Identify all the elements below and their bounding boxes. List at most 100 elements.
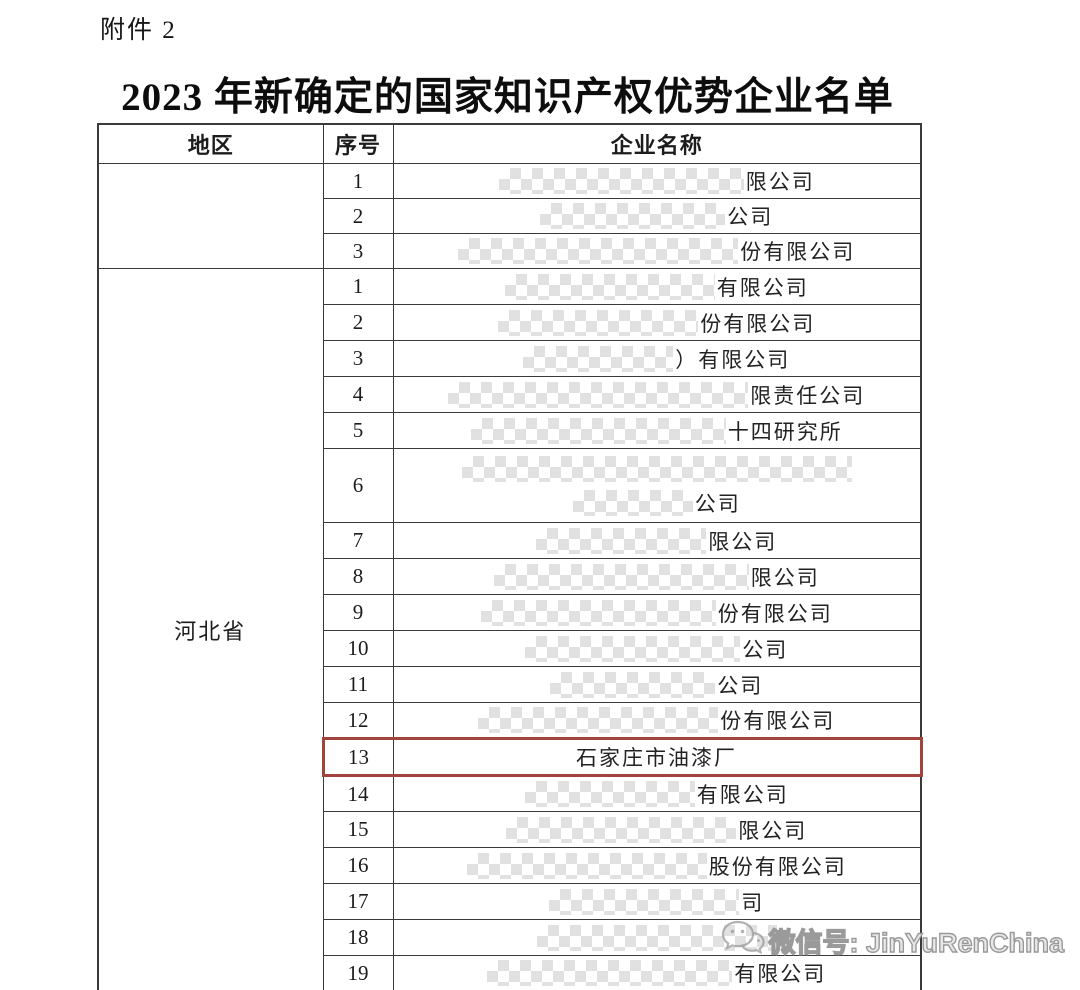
- company-name-suffix: 份有限公司: [700, 311, 816, 336]
- censored-mask: [536, 924, 777, 951]
- censored-mask: [550, 671, 716, 698]
- name-cell: 份有限公司: [392, 594, 922, 631]
- table-row: 17 司: [98, 883, 922, 920]
- table-row: 2 公司: [98, 198, 922, 234]
- censored-mask: [498, 309, 699, 336]
- name-cell: 石家庄市油漆厂: [392, 737, 923, 777]
- seq-cell: 19: [322, 955, 394, 990]
- company-name-suffix: 司: [741, 890, 765, 915]
- name-cell: 股份有限公司: [392, 847, 922, 884]
- table-row: 11 公司: [98, 666, 922, 703]
- table-row: 8 限公司: [98, 558, 922, 595]
- table-row: 河北省 1 有限公司: [97, 268, 922, 990]
- table-row: 12 份有限公司: [98, 702, 922, 739]
- censored-mask: [549, 888, 740, 915]
- name-cell: 有限公司: [392, 955, 922, 990]
- censored-mask: [480, 599, 716, 626]
- seq-cell: 1: [322, 268, 394, 305]
- company-name-suffix: 限责任公司: [750, 383, 866, 408]
- table-row: 1 限公司: [97, 163, 922, 269]
- table-row: 19 有限公司: [98, 955, 922, 990]
- table-body: 1 限公司 2 公司 3 份有限公司 河北省 1 有限公司 2 份有限公司 3 ）有限公司 4 限责任公司 5…: [97, 163, 923, 990]
- table-row: 15 限公司: [98, 811, 922, 848]
- seq-cell: 3: [322, 340, 394, 377]
- company-name-suffix: ）有限公司: [675, 347, 791, 372]
- name-cell: 有限公司: [392, 775, 922, 812]
- company-name-suffix: 公司: [727, 205, 774, 229]
- company-name-suffix: 份有限公司: [740, 240, 856, 264]
- name-cell: 有限公司: [392, 268, 922, 305]
- company-name-suffix: 限公司: [708, 529, 778, 554]
- name-cell: 限责任公司: [392, 376, 922, 413]
- seq-cell: 13: [321, 737, 394, 777]
- censored-mask: [506, 816, 737, 843]
- censored-mask: [470, 417, 726, 444]
- company-name-suffix: 公司: [717, 673, 764, 698]
- name-cell: 公司: [392, 448, 922, 523]
- seq-cell: 2: [322, 198, 394, 234]
- name-cell: ）有限公司: [392, 340, 922, 377]
- seq-cell: 1: [322, 163, 394, 199]
- seq-cell: 14: [322, 775, 394, 812]
- table-row: 2 份有限公司: [98, 304, 922, 341]
- seq-cell: 18: [322, 919, 394, 956]
- seq-cell: 4: [322, 376, 394, 413]
- censored-mask: [523, 345, 674, 372]
- name-cell: 公司: [392, 666, 922, 703]
- region-cell: [97, 163, 324, 269]
- seq-cell: 5: [322, 412, 394, 449]
- seq-cell: 10: [322, 630, 394, 667]
- company-name-suffix: 公司: [694, 491, 741, 516]
- company-name: 石家庄市油漆厂: [576, 746, 737, 770]
- name-cell: 限公司: [392, 522, 922, 559]
- name-cell: 限公司: [392, 558, 922, 595]
- company-name-suffix: 有限公司: [734, 962, 827, 987]
- highlighted-row: 13 石家庄市油漆厂: [98, 737, 923, 777]
- company-name-suffix: 公司: [742, 637, 789, 662]
- name-cell: 公司: [392, 198, 922, 234]
- name-cell: 份有限公司: [392, 702, 922, 739]
- company-name-suffix: 份有限公司: [717, 601, 833, 626]
- company-name-suffix: 限公司: [745, 170, 815, 194]
- region-cell: 河北省: [97, 268, 324, 990]
- company-name-suffix: 有限公司: [716, 275, 809, 300]
- censored-mask: [461, 455, 852, 482]
- company-name-suffix: 股份有限公司: [708, 854, 847, 879]
- company-name-suffix: 份有限公司: [720, 709, 836, 733]
- censored-mask: [493, 563, 749, 590]
- column-header-seq: 序号: [322, 123, 394, 164]
- censored-mask: [536, 527, 707, 554]
- table-row: 18: [98, 919, 922, 956]
- table-row: 6 公司: [98, 448, 922, 523]
- company-name-suffix: 十四研究所: [727, 419, 843, 444]
- attachment-label: 附件 2: [100, 17, 177, 44]
- censored-mask: [458, 238, 739, 264]
- seq-cell: 12: [322, 702, 394, 739]
- censored-mask: [572, 489, 693, 516]
- censored-mask: [466, 852, 707, 879]
- seq-cell: 17: [322, 883, 394, 920]
- seq-cell: 8: [322, 558, 394, 595]
- table-row: 5 十四研究所: [98, 412, 922, 449]
- table-row: 9 份有限公司: [98, 594, 922, 631]
- censored-mask: [504, 273, 715, 300]
- column-header-region: 地区: [97, 123, 324, 164]
- name-cell: [392, 919, 922, 956]
- censored-mask: [487, 960, 733, 987]
- censored-mask: [525, 635, 741, 662]
- name-cell: 限公司: [392, 811, 922, 848]
- censored-mask: [540, 203, 726, 229]
- seq-cell: 11: [322, 666, 394, 703]
- name-cell: 份有限公司: [392, 304, 922, 341]
- censored-mask: [498, 168, 744, 194]
- seq-cell: 15: [322, 811, 394, 848]
- table-row: 16 股份有限公司: [98, 847, 922, 884]
- page-title: 2023 年新确定的国家知识产权优势企业名单: [121, 76, 894, 119]
- censored-mask: [478, 707, 719, 733]
- name-cell: 司: [392, 883, 922, 920]
- table-row: 10 公司: [98, 630, 922, 667]
- seq-cell: 2: [322, 304, 394, 341]
- name-cell: 公司: [392, 630, 922, 667]
- seq-cell: 16: [322, 847, 394, 884]
